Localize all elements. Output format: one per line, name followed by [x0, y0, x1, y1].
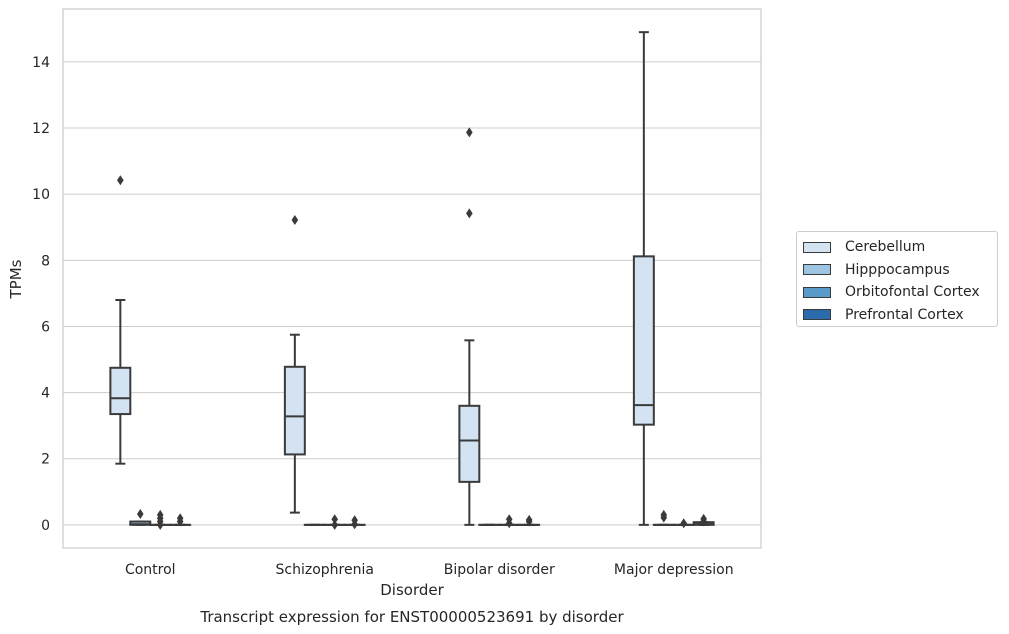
y-axis-label: TPMs [7, 259, 25, 299]
legend-entry: Orbitofontal Cortex [803, 281, 997, 304]
box-prefrontal-cortex [692, 513, 715, 527]
x-axis-tick-labels: Control Schizophrenia Bipolar disorder Majo… [125, 562, 734, 578]
y-tick-label: 14 [32, 55, 50, 71]
y-tick-label: 8 [41, 253, 50, 269]
box-orbitofontal-cortex [498, 514, 521, 529]
outlier-point [117, 175, 124, 186]
y-tick-label: 6 [41, 319, 50, 335]
box-orbitofontal-cortex [323, 514, 346, 530]
gridlines [63, 61, 761, 526]
box-orbitofontal-cortex [672, 518, 695, 529]
legend-entry: Hipppocampus [803, 259, 997, 282]
outlier-point [660, 509, 668, 520]
x-tick-label: Bipolar disorder [444, 562, 555, 578]
box-hipppocampus [652, 509, 675, 526]
box-prefrontal-cortex [343, 515, 366, 530]
legend-swatch [803, 309, 831, 321]
y-tick-label: 10 [32, 187, 50, 203]
outlier-point [700, 513, 707, 524]
plot-area-frame [62, 8, 762, 549]
box-hipppocampus [129, 508, 152, 526]
legend-entry: Cerebellum [803, 236, 997, 259]
outlier-point [351, 515, 358, 526]
y-tick-label: 2 [41, 452, 50, 468]
outlier-point [331, 514, 339, 525]
legend: Cerebellum Hipppocampus Orbitofontal Corte… [796, 231, 998, 327]
legend-swatch [803, 241, 831, 253]
chart-title: Transcript expression for ENST0000052369… [199, 608, 624, 626]
y-tick-label: 4 [41, 386, 50, 402]
legend-entry: Prefrontal Cortex [803, 304, 997, 327]
box-series [109, 31, 715, 530]
outlier-point [466, 127, 473, 138]
outlier-point [331, 519, 339, 530]
x-tick-label: Schizophrenia [276, 562, 374, 578]
box-prefrontal-cortex [518, 514, 541, 527]
outlier-point [176, 513, 184, 524]
outlier-point [136, 508, 144, 519]
legend-swatch [803, 264, 831, 276]
outlier-point [525, 514, 533, 525]
box-orbitofontal-cortex [149, 509, 172, 530]
legend-label: Cerebellum [845, 239, 926, 256]
outlier-point [505, 514, 513, 525]
box-cerebellum [458, 127, 481, 526]
x-axis-label: Disorder [380, 581, 444, 599]
box-cerebellum [109, 175, 132, 465]
box-cerebellum [283, 214, 306, 514]
outlier-point [156, 509, 164, 520]
legend-label: Orbitofontal Cortex [845, 284, 980, 301]
y-tick-label: 0 [41, 518, 50, 534]
x-tick-label: Major depression [614, 562, 734, 578]
legend-swatch [803, 286, 831, 298]
legend-label: Hipppocampus [845, 261, 950, 278]
x-tick-label: Control [125, 562, 176, 578]
legend-label: Prefrontal Cortex [845, 306, 964, 323]
outlier-point [291, 214, 299, 225]
outlier-point [680, 518, 688, 529]
outlier-point [466, 208, 473, 219]
box-cerebellum [632, 31, 655, 526]
y-axis-tick-labels: 0 2 4 6 8 10 12 14 [32, 55, 50, 534]
box-prefrontal-cortex [169, 513, 192, 527]
y-tick-label: 12 [32, 121, 50, 137]
